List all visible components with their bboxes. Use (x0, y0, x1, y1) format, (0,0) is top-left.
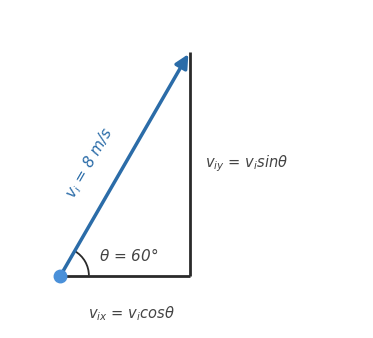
Text: v$_i$ = 8 m/s: v$_i$ = 8 m/s (62, 124, 118, 202)
Text: v$_{ix}$ = v$_i$cos$\theta$: v$_{ix}$ = v$_i$cos$\theta$ (88, 304, 175, 323)
Text: $\theta$ = 60°: $\theta$ = 60° (99, 247, 159, 264)
Text: v$_{iy}$ = v$_i$sin$\theta$: v$_{iy}$ = v$_i$sin$\theta$ (205, 153, 289, 174)
